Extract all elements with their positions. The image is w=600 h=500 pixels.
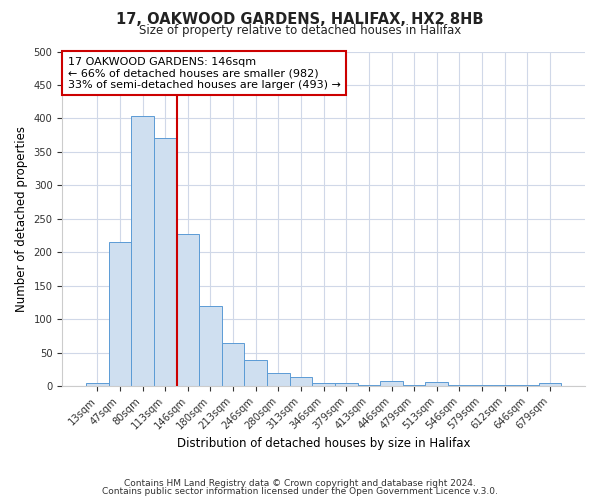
Y-axis label: Number of detached properties: Number of detached properties <box>15 126 28 312</box>
Bar <box>86 383 109 386</box>
Bar <box>109 242 131 386</box>
Bar <box>154 138 176 386</box>
Bar <box>358 385 380 386</box>
Bar <box>267 372 290 386</box>
Bar <box>448 385 471 386</box>
Bar <box>199 306 222 386</box>
Bar <box>539 383 561 386</box>
Text: 17 OAKWOOD GARDENS: 146sqm
← 66% of detached houses are smaller (982)
33% of sem: 17 OAKWOOD GARDENS: 146sqm ← 66% of deta… <box>68 56 340 90</box>
Text: Contains public sector information licensed under the Open Government Licence v.: Contains public sector information licen… <box>102 487 498 496</box>
Text: 17, OAKWOOD GARDENS, HALIFAX, HX2 8HB: 17, OAKWOOD GARDENS, HALIFAX, HX2 8HB <box>116 12 484 28</box>
Bar <box>313 383 335 386</box>
Text: Contains HM Land Registry data © Crown copyright and database right 2024.: Contains HM Land Registry data © Crown c… <box>124 478 476 488</box>
Bar <box>335 383 358 386</box>
Bar <box>380 382 403 386</box>
X-axis label: Distribution of detached houses by size in Halifax: Distribution of detached houses by size … <box>177 437 470 450</box>
Bar <box>176 234 199 386</box>
Bar <box>290 376 313 386</box>
Bar <box>403 385 425 386</box>
Bar <box>244 360 267 386</box>
Text: Size of property relative to detached houses in Halifax: Size of property relative to detached ho… <box>139 24 461 37</box>
Bar <box>222 344 244 386</box>
Bar <box>131 116 154 386</box>
Bar <box>425 382 448 386</box>
